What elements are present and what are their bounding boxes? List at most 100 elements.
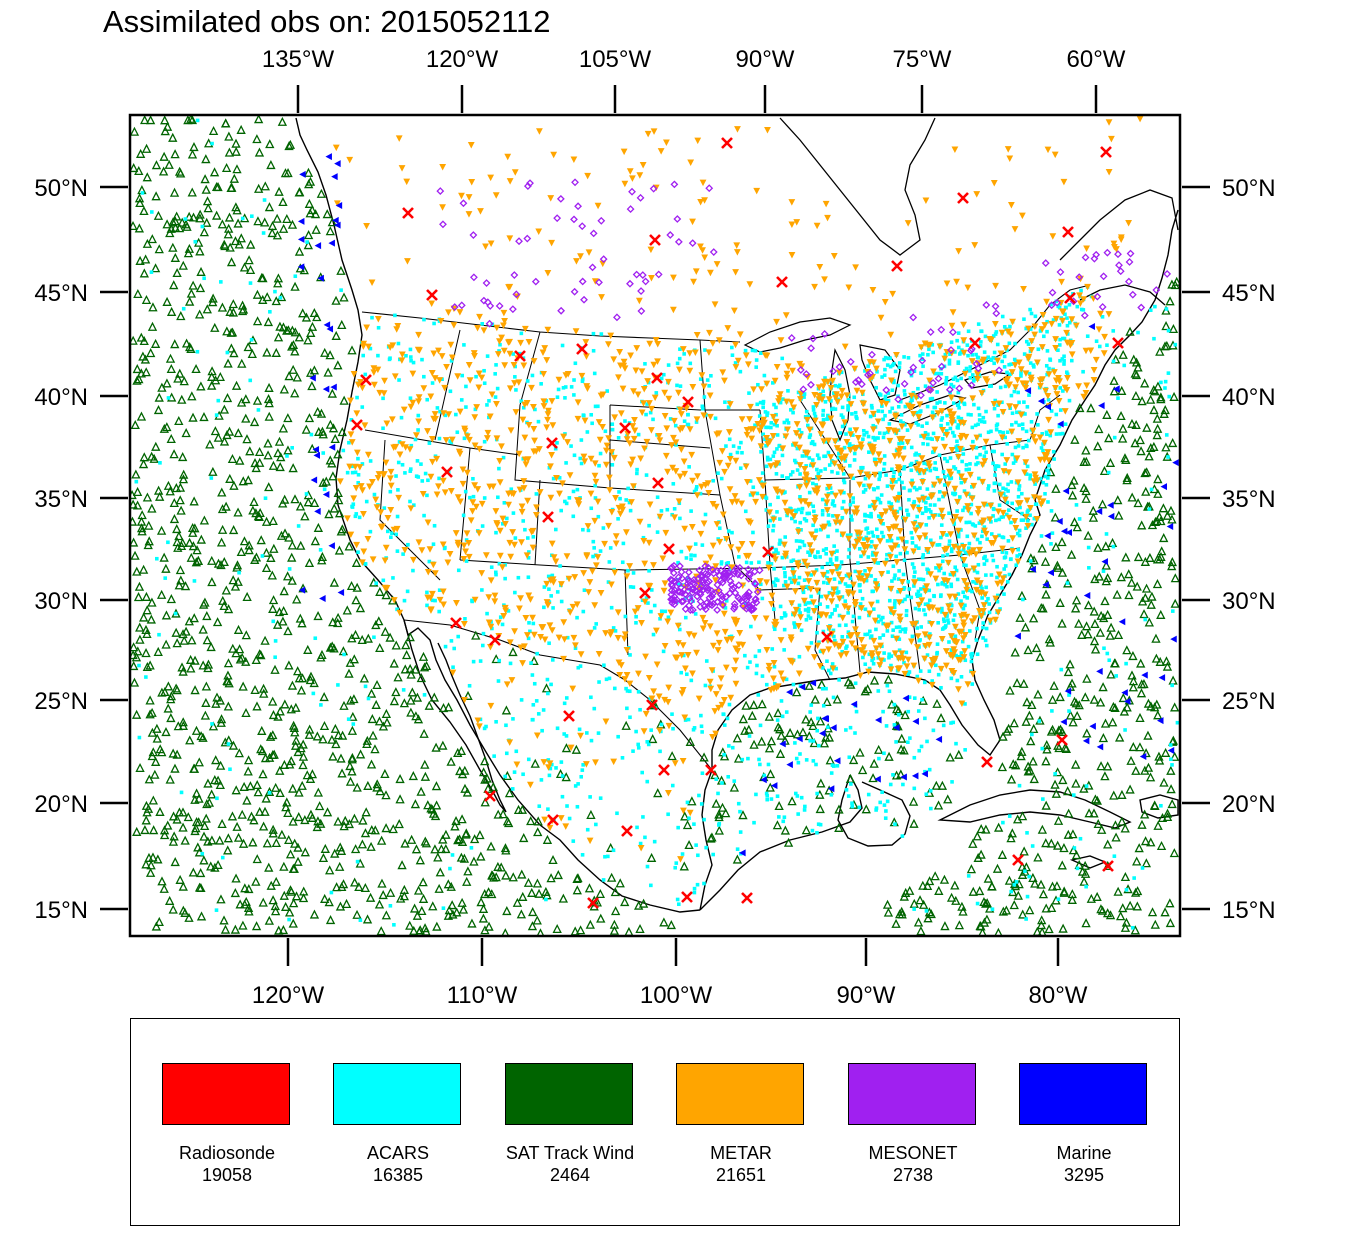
sat-track-wind-marker — [905, 885, 915, 895]
acars-marker — [919, 371, 923, 375]
acars-marker — [958, 352, 962, 356]
metar-marker — [934, 410, 942, 417]
acars-marker — [804, 409, 809, 414]
metar-marker — [875, 451, 883, 458]
sat-track-wind-marker — [305, 367, 316, 377]
acars-marker — [804, 758, 809, 762]
acars-marker — [883, 413, 887, 418]
acars-marker — [769, 421, 774, 425]
sat-track-wind-marker — [352, 909, 362, 919]
acars-marker — [874, 806, 879, 810]
acars-marker — [806, 609, 811, 614]
acars-marker — [848, 502, 853, 507]
acars-marker — [761, 405, 765, 410]
acars-marker — [1084, 884, 1088, 889]
sat-track-wind-marker — [981, 824, 991, 834]
sat-track-wind-marker — [430, 844, 440, 854]
sat-track-wind-marker — [1153, 381, 1163, 391]
acars-marker — [854, 414, 858, 419]
sat-track-wind-marker — [783, 837, 794, 847]
acars-marker — [402, 598, 407, 603]
acars-marker — [996, 464, 1001, 469]
acars-marker — [598, 451, 603, 456]
sat-track-wind-marker — [288, 918, 298, 928]
sat-track-wind-marker — [275, 765, 285, 775]
sat-track-wind-marker — [1154, 755, 1165, 765]
sat-track-wind-marker — [399, 891, 409, 901]
acars-marker — [702, 395, 707, 399]
sat-track-wind-marker — [1118, 423, 1128, 433]
acars-marker — [623, 614, 628, 619]
acars-marker — [1000, 359, 1004, 364]
sat-track-wind-marker — [1029, 774, 1039, 784]
sat-track-wind-marker — [815, 716, 826, 726]
sat-track-wind-marker — [303, 167, 314, 177]
acars-marker — [881, 709, 885, 714]
acars-marker — [956, 534, 961, 539]
acars-marker — [973, 423, 978, 428]
sat-track-wind-marker — [1025, 905, 1035, 915]
sat-track-wind-marker — [221, 501, 231, 511]
sat-track-wind-marker — [171, 627, 181, 637]
acars-marker — [400, 462, 405, 467]
acars-marker — [844, 788, 849, 792]
sat-track-wind-marker — [168, 748, 178, 758]
acars-marker — [569, 444, 573, 448]
sat-track-wind-marker — [303, 497, 313, 507]
sat-track-wind-marker — [1127, 492, 1137, 502]
sat-track-wind-marker — [347, 345, 357, 355]
metar-marker — [450, 322, 458, 329]
sat-track-wind-marker — [233, 507, 243, 517]
acars-marker — [532, 681, 537, 686]
acars-marker — [875, 599, 880, 604]
sat-track-wind-marker — [243, 755, 254, 765]
sat-track-wind-marker — [251, 463, 261, 473]
acars-marker — [578, 456, 583, 461]
acars-marker — [995, 599, 1000, 604]
acars-marker — [839, 370, 844, 375]
acars-marker — [942, 571, 946, 576]
sat-track-wind-marker — [377, 878, 387, 888]
acars-marker — [462, 436, 467, 441]
acars-marker — [1012, 357, 1017, 362]
acars-marker — [919, 625, 924, 629]
acars-marker — [843, 599, 848, 603]
sat-track-wind-marker — [172, 638, 182, 648]
acars-marker — [565, 635, 570, 640]
acars-marker — [856, 561, 860, 565]
sat-track-wind-marker — [283, 413, 293, 423]
sat-track-wind-marker — [1066, 549, 1077, 559]
acars-marker — [1044, 363, 1049, 368]
acars-marker — [753, 423, 758, 428]
sat-track-wind-marker — [335, 842, 345, 852]
sat-track-wind-marker — [152, 723, 162, 733]
acars-marker — [1002, 354, 1007, 359]
acars-marker — [1170, 763, 1174, 767]
acars-marker — [426, 478, 430, 483]
sat-track-wind-marker — [1083, 600, 1094, 610]
sat-track-wind-marker — [138, 564, 149, 574]
metar-marker — [492, 508, 500, 515]
acars-marker — [912, 696, 917, 700]
sat-track-wind-marker — [170, 763, 180, 773]
acars-marker — [900, 834, 905, 838]
sat-track-wind-marker — [1005, 685, 1015, 695]
metar-marker — [540, 371, 547, 378]
acars-marker — [460, 373, 465, 378]
acars-marker — [851, 496, 856, 500]
sat-track-wind-marker — [1063, 666, 1074, 677]
acars-marker — [504, 723, 508, 728]
acars-marker — [470, 598, 474, 603]
acars-marker — [970, 373, 975, 377]
sat-track-wind-marker — [147, 597, 157, 607]
sat-track-wind-marker — [361, 807, 371, 817]
acars-marker — [868, 414, 873, 419]
acars-marker — [226, 742, 231, 746]
acars-marker — [1111, 359, 1116, 364]
sat-track-wind-marker — [236, 546, 246, 557]
sat-track-wind-marker — [954, 920, 965, 930]
sat-track-wind-marker — [248, 505, 258, 515]
sat-track-wind-marker — [294, 187, 304, 197]
acars-marker — [652, 839, 657, 844]
sat-track-wind-marker — [206, 789, 217, 799]
